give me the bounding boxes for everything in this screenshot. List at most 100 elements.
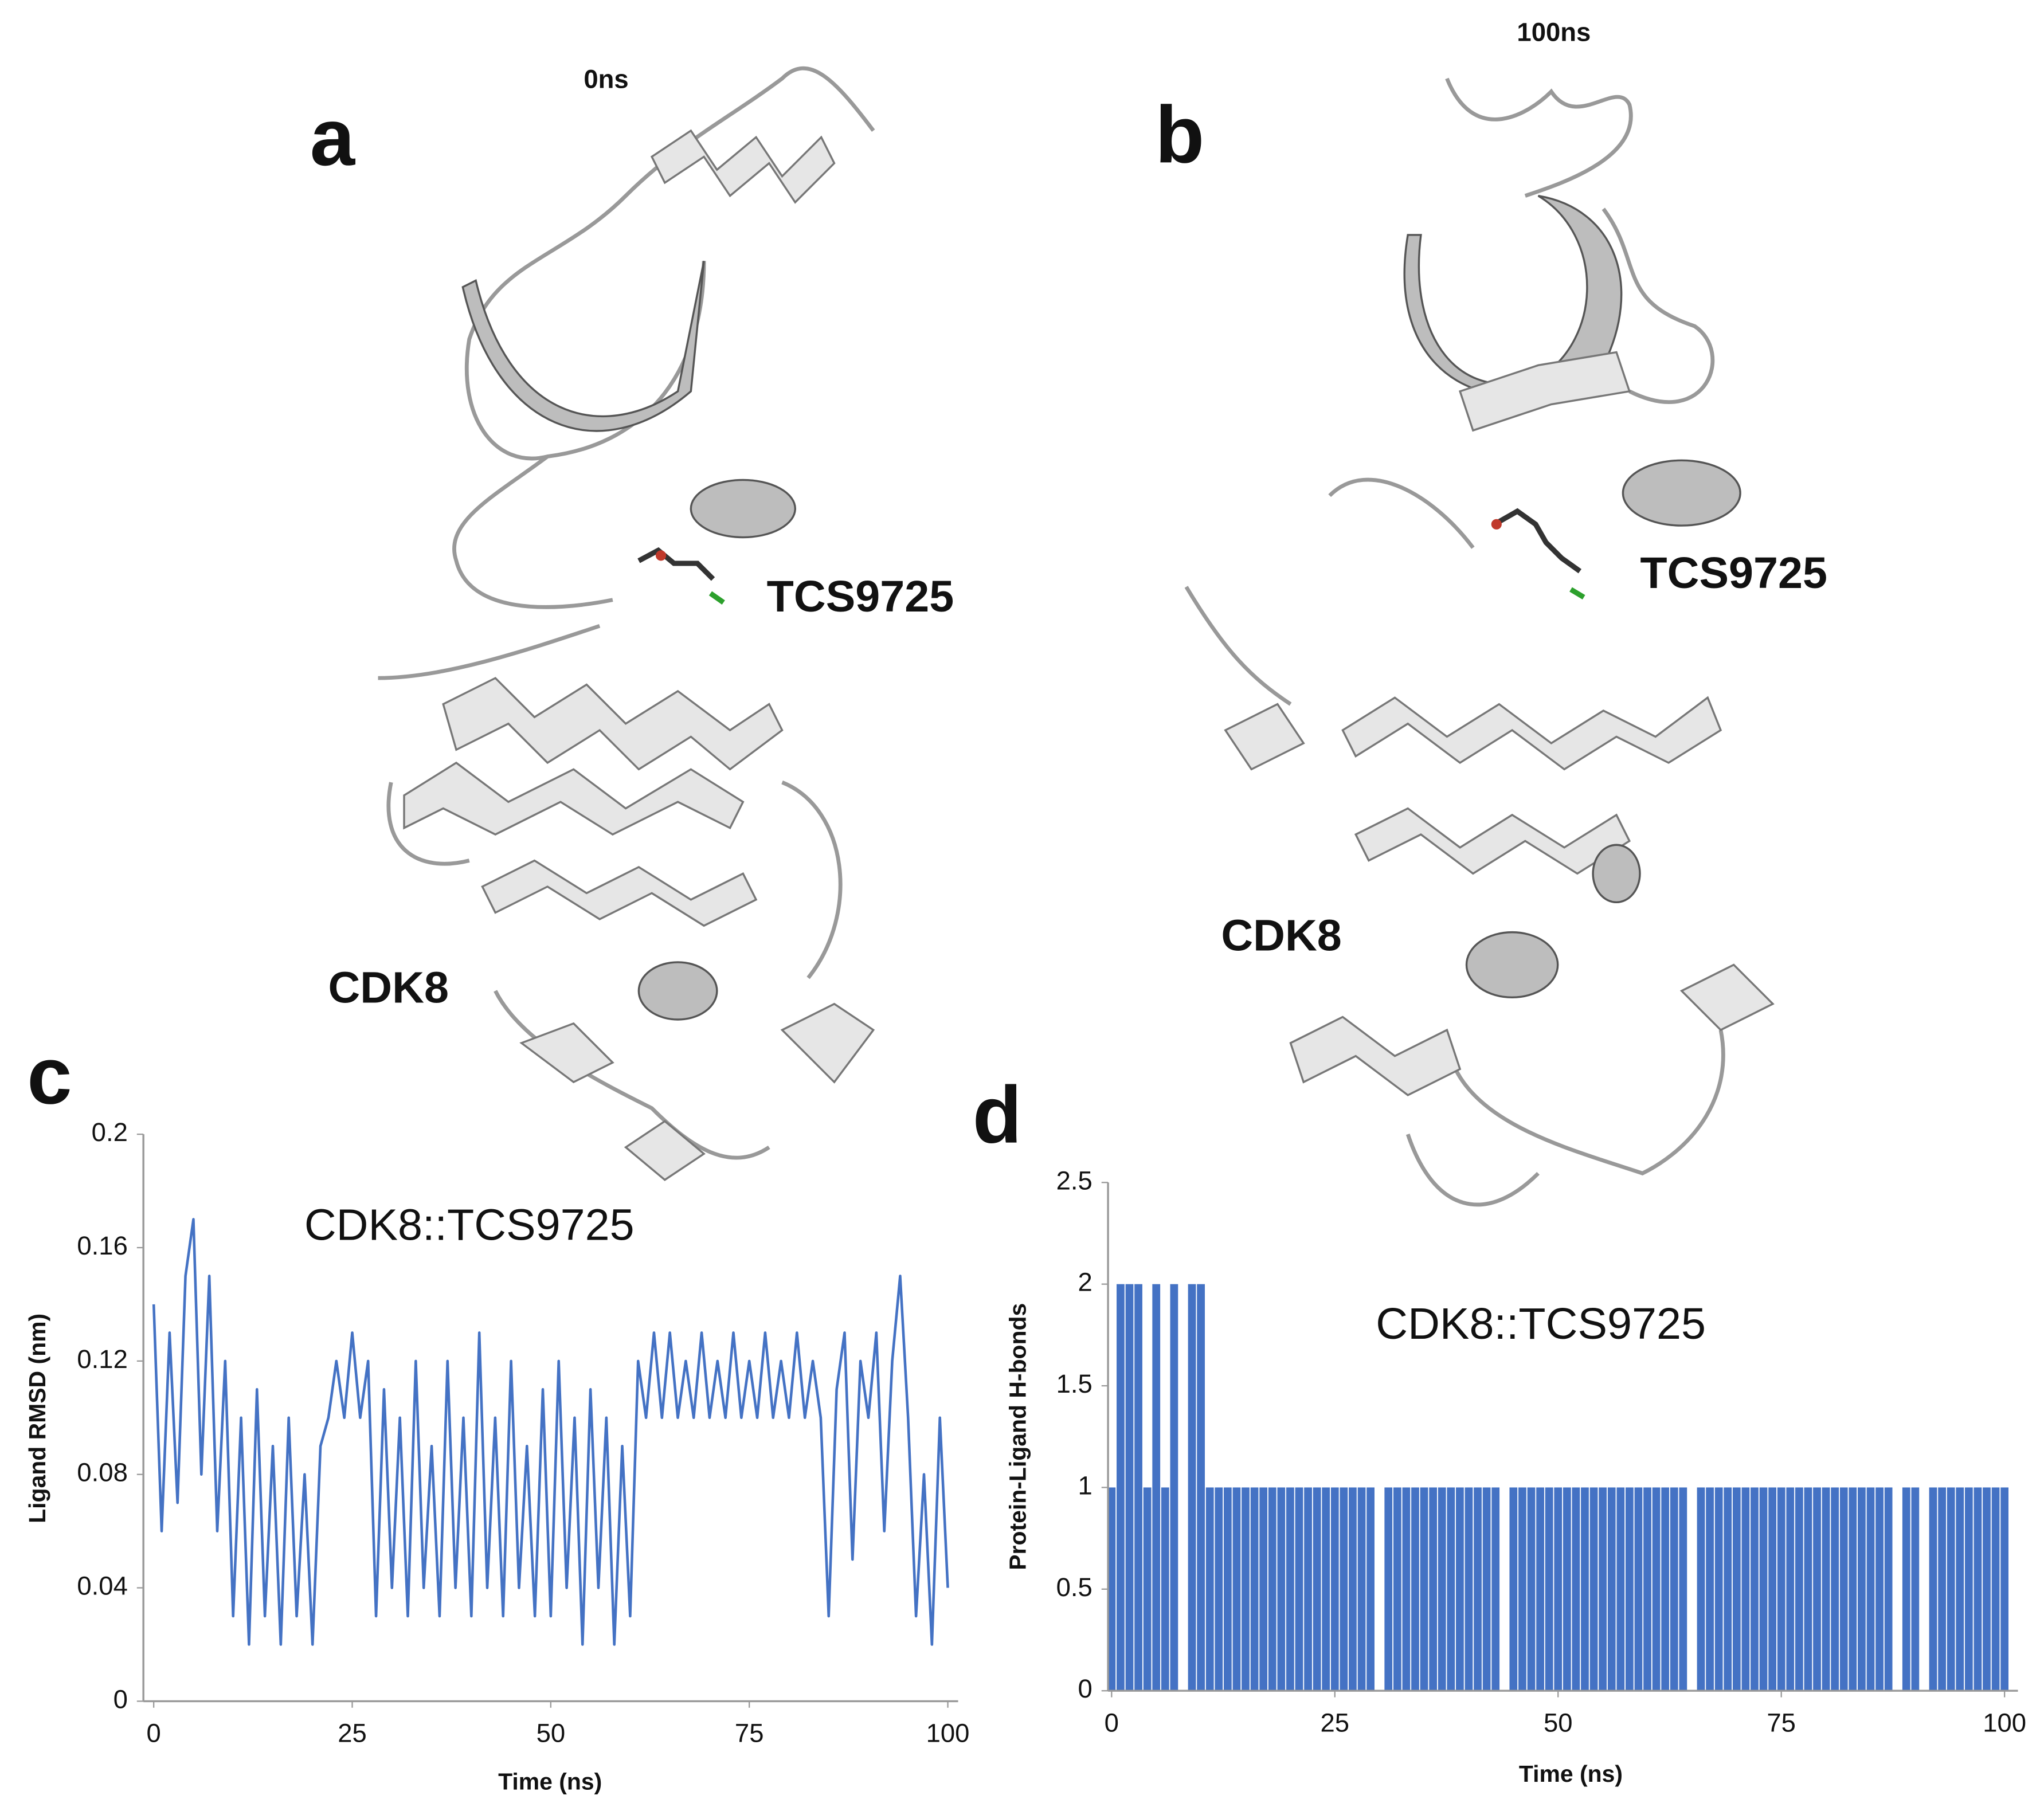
ligand-label: TCS9725 xyxy=(767,572,954,621)
hbond-bar xyxy=(1295,1487,1303,1691)
hbond-bar xyxy=(1670,1487,1678,1691)
hbond-bar xyxy=(2000,1487,2009,1691)
hbond-bar xyxy=(1759,1487,1768,1691)
protein-structure-b xyxy=(1184,77,1775,1207)
hbond-bar xyxy=(1349,1487,1357,1691)
hbond-bar xyxy=(1197,1284,1205,1691)
hbond-bar xyxy=(1536,1487,1544,1691)
hbond-bar xyxy=(1875,1487,1884,1691)
hbond-bar xyxy=(1706,1487,1714,1691)
y-axis-label: Ligand RMSD (nm) xyxy=(24,1314,50,1523)
hbond-bar xyxy=(1259,1487,1268,1691)
x-tick-label: 75 xyxy=(1767,1708,1796,1737)
hbond-bar xyxy=(1599,1487,1607,1691)
chart-title: CDK8::TCS9725 xyxy=(1376,1299,1706,1349)
hbond-bar xyxy=(1839,1487,1848,1691)
y-tick-label: 0.08 xyxy=(77,1458,128,1487)
hbond-bar xyxy=(1125,1284,1134,1691)
hbond-bar xyxy=(1527,1487,1536,1691)
y-tick-label: 0 xyxy=(113,1684,128,1714)
hbond-bar xyxy=(1554,1487,1563,1691)
x-tick-label: 50 xyxy=(537,1719,566,1748)
y-tick-label: 0.5 xyxy=(1056,1573,1093,1602)
hbond-bar xyxy=(1768,1487,1776,1691)
hbond-bar xyxy=(1545,1487,1553,1691)
hbond-bar xyxy=(1518,1487,1526,1691)
hbond-bar xyxy=(1777,1487,1785,1691)
panel-label: a xyxy=(310,92,356,182)
hbond-bar xyxy=(1161,1487,1169,1691)
hbond-bar xyxy=(1858,1487,1866,1691)
hbond-bar xyxy=(1250,1487,1259,1691)
hbond-bar xyxy=(1929,1487,1937,1691)
y-axis-label: Protein-Ligand H-bonds xyxy=(1004,1303,1031,1570)
x-tick-label: 25 xyxy=(1320,1708,1349,1737)
chart-title: CDK8::TCS9725 xyxy=(304,1200,635,1249)
x-tick-label: 100 xyxy=(1983,1708,2026,1737)
hbond-bar xyxy=(1786,1487,1795,1691)
hbond-bar xyxy=(1938,1487,1946,1691)
hbond-bar xyxy=(1634,1487,1643,1691)
hbond-bar xyxy=(1661,1487,1670,1691)
x-tick-label: 75 xyxy=(735,1719,764,1748)
hbond-bar xyxy=(1563,1487,1571,1691)
hbond-bar xyxy=(1813,1487,1821,1691)
y-tick-label: 0.04 xyxy=(77,1571,128,1601)
y-tick-label: 0 xyxy=(1078,1674,1093,1703)
hbond-bar xyxy=(1581,1487,1589,1691)
hbond-bar xyxy=(1625,1487,1634,1691)
rmsd-line xyxy=(152,1218,949,1646)
hbond-bar xyxy=(1849,1487,1857,1691)
y-tick-label: 1 xyxy=(1078,1471,1093,1500)
hbond-bar xyxy=(1304,1487,1312,1691)
time-label: 100ns xyxy=(1517,18,1591,47)
hbond-bar xyxy=(1223,1487,1232,1691)
hbond-bar xyxy=(1474,1487,1482,1691)
hbond-bar xyxy=(1242,1487,1250,1691)
hbond-bar xyxy=(1652,1487,1661,1691)
hbond-bar xyxy=(1714,1487,1723,1691)
hbond-bar xyxy=(1751,1487,1759,1691)
hbond-bar xyxy=(1402,1487,1411,1691)
protein-label: CDK8 xyxy=(328,963,449,1012)
protein-structure-a xyxy=(378,66,875,1181)
hbond-bar xyxy=(1411,1487,1419,1691)
x-tick-label: 0 xyxy=(1105,1708,1119,1737)
hbond-bar xyxy=(1884,1487,1893,1691)
hbond-bar xyxy=(1804,1487,1812,1691)
hbond-bar xyxy=(1679,1487,1687,1691)
hbond-bar xyxy=(1831,1487,1839,1691)
hbond-bar xyxy=(1947,1487,1955,1691)
y-tick-label: 2.5 xyxy=(1056,1166,1093,1195)
hbond-bar xyxy=(1366,1487,1375,1691)
hbond-bar xyxy=(1107,1487,1116,1691)
hbond-bar xyxy=(1286,1487,1294,1691)
hbond-bar xyxy=(1697,1487,1705,1691)
hbond-bar xyxy=(1438,1487,1446,1691)
y-tick-label: 0.12 xyxy=(77,1344,128,1374)
hbond-bar xyxy=(1215,1487,1223,1691)
hbond-bar xyxy=(1732,1487,1741,1691)
hbond-bar xyxy=(1170,1284,1178,1691)
panel-label: c xyxy=(27,1030,72,1120)
hbond-bar xyxy=(1429,1487,1438,1691)
hbond-bar xyxy=(1188,1284,1196,1691)
x-axis-label: Time (ns) xyxy=(1519,1761,1623,1787)
hbond-bar xyxy=(1509,1487,1518,1691)
hbond-bar xyxy=(1134,1284,1142,1691)
hbond-bar xyxy=(1357,1487,1366,1691)
hbond-bar xyxy=(1724,1487,1732,1691)
hbond-bar xyxy=(1983,1487,1991,1691)
protein-label: CDK8 xyxy=(1221,911,1342,960)
hbond-bar xyxy=(1393,1487,1401,1691)
hbond-bar xyxy=(1643,1487,1651,1691)
hbond-bar xyxy=(1956,1487,1964,1691)
time-label: 0ns xyxy=(584,65,628,94)
panel-label: d xyxy=(973,1069,1022,1160)
hbond-bar xyxy=(1152,1284,1161,1691)
hbond-bar xyxy=(1741,1487,1750,1691)
hbond-bar xyxy=(1964,1487,1973,1691)
hbond-bar xyxy=(1795,1487,1803,1691)
hbond-bar xyxy=(1465,1487,1473,1691)
